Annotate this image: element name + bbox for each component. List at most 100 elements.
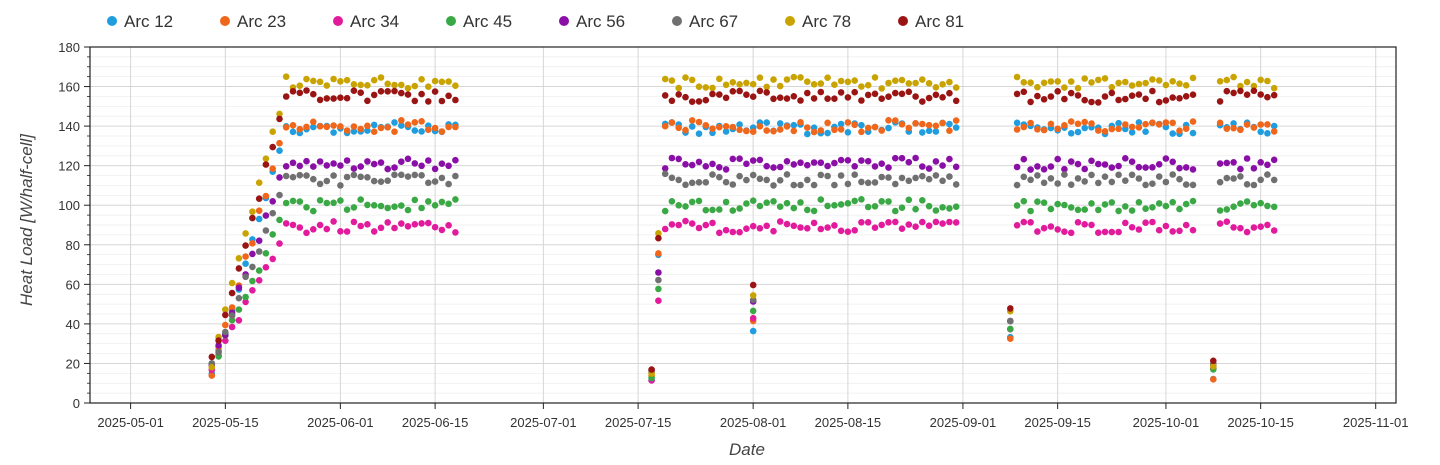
data-point	[1189, 129, 1197, 137]
data-point	[763, 176, 770, 184]
data-point	[1128, 92, 1136, 99]
data-point	[1264, 221, 1271, 229]
data-point	[337, 94, 344, 101]
data-point	[932, 128, 940, 135]
data-point	[1216, 78, 1224, 85]
data-point	[323, 225, 331, 233]
data-point	[262, 264, 270, 271]
data-point	[1013, 73, 1021, 81]
data-point	[905, 196, 913, 204]
legend-item[interactable]: Arc 23	[220, 12, 286, 31]
data-point	[797, 199, 804, 206]
data-point	[411, 196, 419, 204]
data-point	[885, 174, 892, 181]
data-point	[749, 128, 757, 135]
data-point	[438, 174, 446, 182]
data-point	[1115, 119, 1122, 127]
legend-item[interactable]: Arc 78	[785, 12, 851, 31]
data-point	[851, 171, 858, 178]
data-point	[276, 115, 283, 123]
data-point	[255, 179, 263, 186]
data-point	[1074, 175, 1082, 182]
data-point	[370, 228, 378, 235]
data-point	[1122, 95, 1129, 103]
data-point	[743, 200, 750, 207]
legend-item[interactable]: Arc 34	[333, 12, 399, 31]
data-point	[817, 225, 825, 233]
data-point	[431, 124, 439, 132]
data-point	[343, 206, 351, 213]
data-point	[831, 181, 838, 189]
data-point	[919, 197, 926, 204]
data-point	[831, 95, 838, 102]
legend-item[interactable]: Arc 45	[446, 12, 512, 31]
data-point	[682, 181, 689, 189]
data-point	[1270, 84, 1278, 92]
data-point	[404, 155, 412, 163]
data-point	[310, 118, 317, 126]
data-point	[1257, 121, 1264, 128]
data-point	[797, 119, 804, 126]
data-point	[1135, 80, 1143, 88]
data-point	[858, 83, 865, 90]
data-point	[824, 95, 831, 102]
data-point	[919, 218, 926, 226]
data-point	[912, 93, 919, 100]
data-point	[215, 342, 222, 349]
data-point	[1074, 219, 1082, 226]
data-point	[269, 143, 277, 151]
data-point	[655, 230, 662, 237]
data-point	[919, 120, 926, 128]
data-point	[851, 77, 858, 84]
data-point	[932, 172, 940, 179]
data-point	[844, 129, 852, 136]
data-point	[452, 229, 459, 236]
data-point	[804, 225, 811, 232]
data-point	[1162, 81, 1170, 89]
data-point	[330, 95, 337, 102]
data-point	[885, 219, 892, 226]
data-point	[1270, 156, 1278, 164]
data-point	[1020, 88, 1028, 96]
data-point	[675, 176, 682, 184]
data-point	[452, 172, 459, 180]
data-point	[783, 76, 791, 83]
data-point	[871, 203, 879, 210]
data-point	[337, 162, 344, 169]
legend-item[interactable]: Arc 56	[559, 12, 625, 31]
data-point	[675, 124, 682, 132]
data-point	[384, 177, 392, 184]
data-point	[330, 75, 337, 83]
data-point	[303, 204, 310, 211]
legend-item[interactable]: Arc 12	[107, 12, 173, 31]
data-point	[323, 82, 331, 89]
data-point	[1189, 91, 1197, 98]
data-point	[912, 120, 919, 127]
data-point	[276, 110, 283, 118]
data-point	[736, 228, 743, 236]
legend-item[interactable]: Arc 67	[672, 12, 738, 31]
legend-item[interactable]: Arc 81	[898, 12, 964, 31]
data-point	[912, 79, 919, 87]
data-point	[1210, 376, 1217, 383]
data-point	[1162, 155, 1170, 162]
data-point	[790, 204, 798, 212]
data-point	[878, 221, 885, 229]
data-point	[655, 269, 662, 276]
data-point	[1155, 200, 1163, 207]
data-point	[235, 284, 243, 292]
data-point	[357, 89, 365, 96]
data-point	[1176, 164, 1183, 172]
data-point	[404, 206, 412, 214]
data-point	[228, 279, 236, 287]
data-point	[370, 121, 378, 129]
data-point	[1243, 198, 1251, 205]
data-point	[1013, 90, 1021, 98]
data-point	[262, 227, 270, 234]
data-point	[1020, 218, 1028, 226]
data-point	[946, 127, 953, 134]
data-point	[208, 353, 216, 361]
data-point	[688, 179, 696, 187]
data-point	[824, 162, 831, 170]
